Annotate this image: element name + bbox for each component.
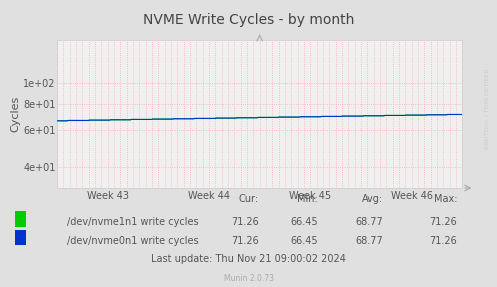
Text: 71.26: 71.26 [429, 236, 457, 246]
Text: 71.26: 71.26 [231, 236, 258, 246]
Y-axis label: Cycles: Cycles [10, 96, 20, 132]
Text: Last update: Thu Nov 21 09:00:02 2024: Last update: Thu Nov 21 09:00:02 2024 [151, 254, 346, 264]
Text: 71.26: 71.26 [231, 217, 258, 227]
Text: Cur:: Cur: [239, 194, 258, 204]
Text: Avg:: Avg: [361, 194, 383, 204]
Text: 71.26: 71.26 [429, 217, 457, 227]
Text: Munin 2.0.73: Munin 2.0.73 [224, 274, 273, 283]
Text: 68.77: 68.77 [355, 217, 383, 227]
Text: /dev/nvme0n1 write cycles: /dev/nvme0n1 write cycles [67, 236, 199, 246]
Text: Max:: Max: [434, 194, 457, 204]
Text: NVME Write Cycles - by month: NVME Write Cycles - by month [143, 13, 354, 27]
Text: /dev/nvme1n1 write cycles: /dev/nvme1n1 write cycles [67, 217, 199, 227]
Text: Min:: Min: [297, 194, 318, 204]
Text: 68.77: 68.77 [355, 236, 383, 246]
Text: 66.45: 66.45 [290, 217, 318, 227]
Text: 66.45: 66.45 [290, 236, 318, 246]
Text: RRDTOOL / TOBI OETIKER: RRDTOOL / TOBI OETIKER [485, 69, 490, 150]
